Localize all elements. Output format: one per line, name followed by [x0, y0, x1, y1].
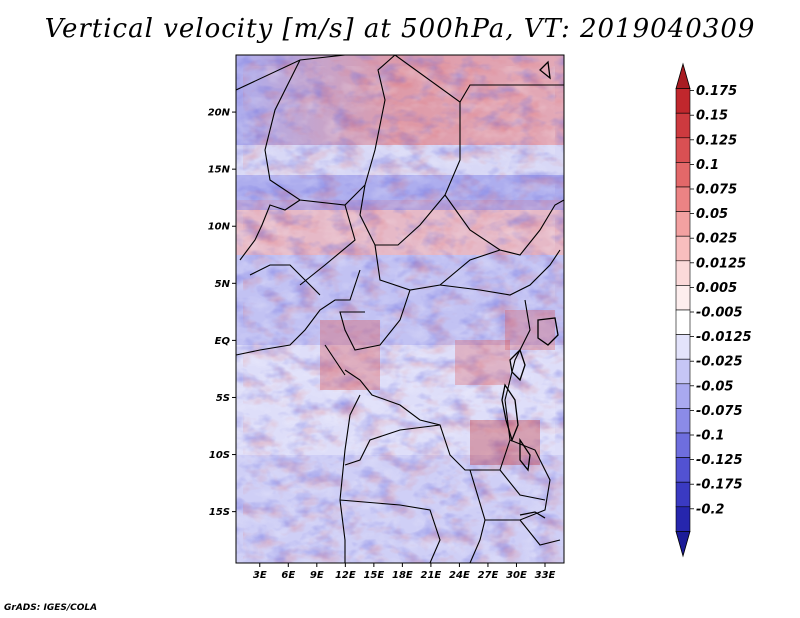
- colorbar-label: 0.025: [696, 232, 737, 247]
- colorbar-swatch: [675, 309, 691, 335]
- colorbar-label: 0.005: [696, 281, 737, 296]
- lat-tick-label: 10N: [208, 222, 231, 233]
- footer-credit: GrADS: IGES/COLA: [4, 603, 98, 613]
- colorbar-swatch: [675, 481, 691, 508]
- colorbar-label: 0.05: [696, 207, 728, 222]
- colorbar-swatch: [675, 334, 691, 360]
- colorbar-label: 0.175: [696, 84, 737, 99]
- colorbar-label: -0.05: [696, 379, 733, 394]
- colorbar-label: 0.125: [696, 133, 737, 148]
- colorbar-bottom-extension: [675, 531, 691, 558]
- colorbar-swatch: [675, 235, 691, 262]
- map-title: Vertical velocity [m/s] at 500hPa, VT: 2…: [44, 14, 756, 44]
- colorbar-label: -0.025: [696, 355, 743, 370]
- lon-tick-label: 24E: [449, 570, 470, 581]
- lon-tick-label: 15E: [363, 570, 384, 581]
- lon-tick-label: 6E: [281, 570, 295, 581]
- colorbar-swatch: [675, 211, 691, 237]
- colorbar-label: -0.1: [696, 429, 724, 444]
- lat-tick-label: 5N: [215, 279, 231, 290]
- latitude-axis: 20N 15N 10N 5N EQ 5S 10S 15S: [208, 108, 236, 518]
- colorbar-swatch: [675, 457, 691, 483]
- vertical-velocity-field: [236, 55, 564, 563]
- colorbar-label: -0.2: [696, 502, 724, 517]
- colorbar-swatch: [675, 358, 691, 385]
- lon-tick-label: 27E: [478, 570, 499, 581]
- colorbar-label: 0.15: [696, 109, 728, 124]
- colorbar-swatch: [675, 162, 691, 188]
- colorbar-label: -0.0125: [696, 330, 752, 345]
- colorbar-swatch: [675, 432, 691, 458]
- longitude-axis: 3E 6E 9E 12E 15E 18E 21E 24E 27E 30E 33E: [253, 563, 556, 581]
- colorbar-label: -0.005: [696, 306, 743, 321]
- colorbar-top-extension: [675, 62, 691, 89]
- lon-tick-label: 33E: [535, 570, 556, 581]
- lon-tick-label: 12E: [335, 570, 356, 581]
- lakes: [501, 60, 559, 519]
- colorbar-swatch: [675, 506, 691, 532]
- colorbar-swatch: [675, 408, 691, 434]
- map-frame: [235, 54, 565, 564]
- lon-tick-label: 18E: [392, 570, 413, 581]
- colorbar-label: 0.1: [696, 158, 719, 173]
- lat-tick-label: 5S: [216, 393, 230, 404]
- colorbar: 0.175 0.15 0.125 0.1 0.075 0.05 0.025 0.0125 0.0…: [675, 62, 752, 558]
- lat-tick-label: 10S: [209, 450, 230, 461]
- colorbar-label: -0.125: [696, 453, 743, 468]
- colorbar-label: -0.175: [696, 478, 743, 493]
- colorbar-label: 0.075: [696, 183, 737, 198]
- colorbar-swatch: [675, 383, 691, 409]
- colorbar-swatch: [675, 285, 691, 311]
- colorbar-swatch: [675, 186, 691, 212]
- country-borders: [236, 55, 564, 563]
- colorbar-label: 0.0125: [696, 256, 746, 271]
- colorbar-swatch: [675, 112, 691, 139]
- lon-tick-label: 21E: [421, 570, 442, 581]
- colorbar-swatch: [675, 260, 691, 286]
- colorbar-label: -0.075: [696, 404, 743, 419]
- lat-tick-label: EQ: [215, 336, 231, 347]
- lon-tick-label: 30E: [506, 570, 527, 581]
- colorbar-swatch: [675, 88, 691, 114]
- colorbar-swatch: [675, 137, 691, 163]
- lat-tick-label: 15N: [208, 165, 231, 176]
- lat-tick-label: 15S: [209, 507, 230, 518]
- lon-tick-label: 9E: [310, 570, 324, 581]
- lat-tick-label: 20N: [208, 108, 231, 119]
- lon-tick-label: 3E: [253, 570, 267, 581]
